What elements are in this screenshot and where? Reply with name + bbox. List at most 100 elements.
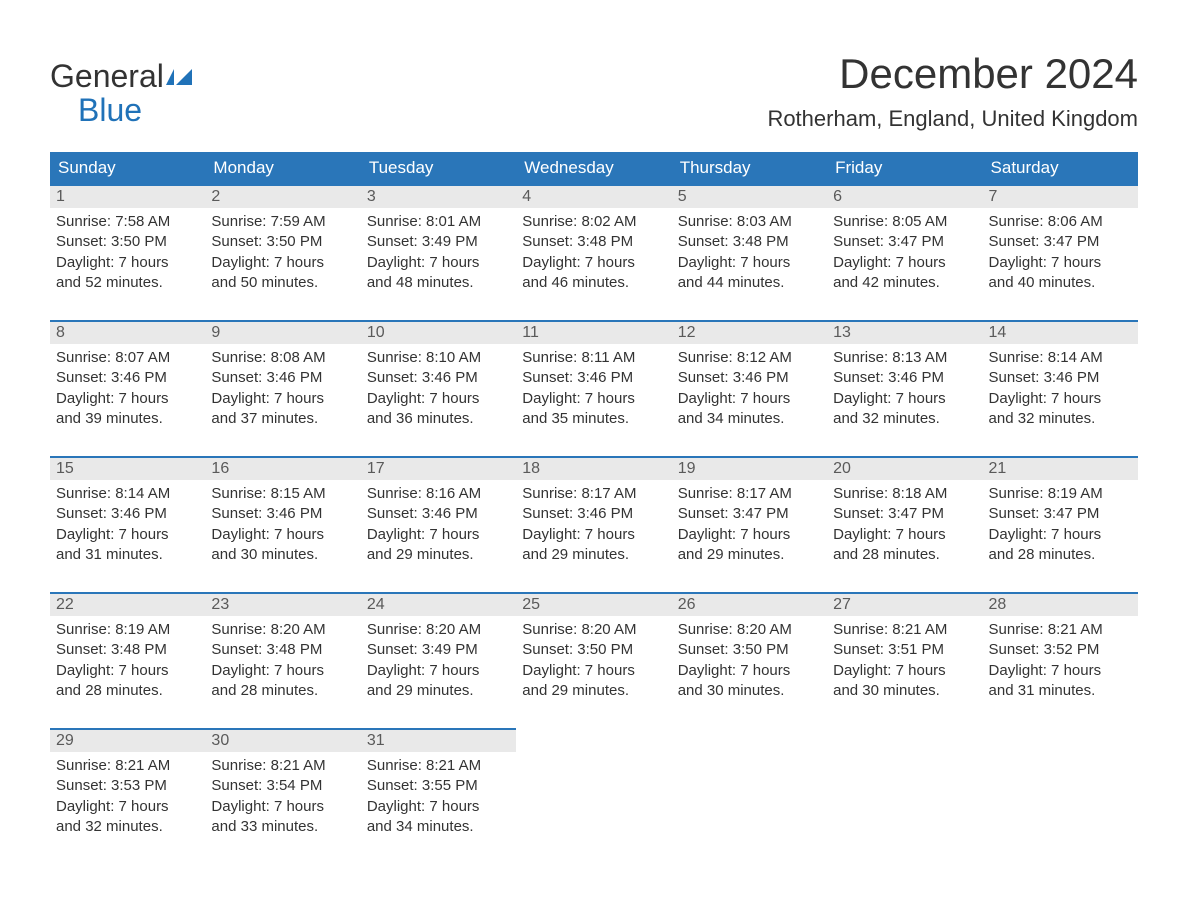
day-data-cell [983, 752, 1138, 843]
day-number-cell: 31 [361, 729, 516, 752]
day-number-cell: 14 [983, 321, 1138, 344]
day-number-row: 1234567 [50, 185, 1138, 208]
day-number-cell: 9 [205, 321, 360, 344]
day-number-cell: 20 [827, 457, 982, 480]
calendar-table: Sunday Monday Tuesday Wednesday Thursday… [50, 152, 1138, 843]
weekday-header: Saturday [983, 152, 1138, 185]
spacer-cell [50, 299, 1138, 321]
sunrise-text: Sunrise: 8:08 AM [211, 348, 354, 368]
sunset-text: Sunset: 3:47 PM [833, 504, 976, 524]
sunset-text: Sunset: 3:46 PM [56, 504, 199, 524]
day-data-cell: Sunrise: 8:03 AMSunset: 3:48 PMDaylight:… [672, 208, 827, 299]
day-number-cell: 24 [361, 593, 516, 616]
daylight-text-2: and 30 minutes. [678, 681, 821, 701]
sunset-text: Sunset: 3:55 PM [367, 776, 510, 796]
day-data-row: Sunrise: 8:14 AMSunset: 3:46 PMDaylight:… [50, 480, 1138, 571]
day-data-row: Sunrise: 8:07 AMSunset: 3:46 PMDaylight:… [50, 344, 1138, 435]
day-data-cell: Sunrise: 8:21 AMSunset: 3:52 PMDaylight:… [983, 616, 1138, 707]
sunset-text: Sunset: 3:46 PM [367, 504, 510, 524]
day-number-cell: 27 [827, 593, 982, 616]
sunset-text: Sunset: 3:47 PM [833, 232, 976, 252]
week-spacer [50, 707, 1138, 729]
day-number-cell: 26 [672, 593, 827, 616]
sunset-text: Sunset: 3:49 PM [367, 232, 510, 252]
daylight-text-2: and 48 minutes. [367, 273, 510, 293]
daylight-text-1: Daylight: 7 hours [989, 253, 1132, 273]
day-data-cell: Sunrise: 8:06 AMSunset: 3:47 PMDaylight:… [983, 208, 1138, 299]
daylight-text-1: Daylight: 7 hours [56, 525, 199, 545]
day-number-cell: 30 [205, 729, 360, 752]
sunrise-text: Sunrise: 8:20 AM [522, 620, 665, 640]
day-data-row: Sunrise: 7:58 AMSunset: 3:50 PMDaylight:… [50, 208, 1138, 299]
day-data-cell: Sunrise: 8:13 AMSunset: 3:46 PMDaylight:… [827, 344, 982, 435]
weekday-header: Sunday [50, 152, 205, 185]
day-number-cell: 5 [672, 185, 827, 208]
day-data-cell: Sunrise: 8:21 AMSunset: 3:55 PMDaylight:… [361, 752, 516, 843]
daylight-text-2: and 31 minutes. [989, 681, 1132, 701]
daylight-text-2: and 40 minutes. [989, 273, 1132, 293]
day-number-cell: 1 [50, 185, 205, 208]
sunrise-text: Sunrise: 8:16 AM [367, 484, 510, 504]
day-number-cell: 23 [205, 593, 360, 616]
day-data-cell: Sunrise: 8:07 AMSunset: 3:46 PMDaylight:… [50, 344, 205, 435]
sunset-text: Sunset: 3:50 PM [211, 232, 354, 252]
daylight-text-2: and 29 minutes. [367, 545, 510, 565]
day-number-cell [827, 729, 982, 752]
calendar-body: 1234567Sunrise: 7:58 AMSunset: 3:50 PMDa… [50, 185, 1138, 843]
sunrise-text: Sunrise: 8:18 AM [833, 484, 976, 504]
daylight-text-1: Daylight: 7 hours [833, 525, 976, 545]
daylight-text-1: Daylight: 7 hours [367, 797, 510, 817]
daylight-text-2: and 50 minutes. [211, 273, 354, 293]
daylight-text-2: and 42 minutes. [833, 273, 976, 293]
daylight-text-2: and 35 minutes. [522, 409, 665, 429]
day-number-row: 293031 [50, 729, 1138, 752]
title-block: December 2024 Rotherham, England, United… [767, 50, 1138, 132]
brand-logo: General Blue [50, 50, 194, 127]
day-number-cell: 21 [983, 457, 1138, 480]
daylight-text-2: and 28 minutes. [833, 545, 976, 565]
daylight-text-1: Daylight: 7 hours [522, 253, 665, 273]
sunrise-text: Sunrise: 8:19 AM [56, 620, 199, 640]
day-data-cell: Sunrise: 7:58 AMSunset: 3:50 PMDaylight:… [50, 208, 205, 299]
day-number-cell: 28 [983, 593, 1138, 616]
location-text: Rotherham, England, United Kingdom [767, 106, 1138, 132]
daylight-text-1: Daylight: 7 hours [367, 525, 510, 545]
sunset-text: Sunset: 3:48 PM [211, 640, 354, 660]
daylight-text-1: Daylight: 7 hours [211, 389, 354, 409]
day-number-cell: 16 [205, 457, 360, 480]
daylight-text-2: and 28 minutes. [56, 681, 199, 701]
day-number-cell [516, 729, 671, 752]
daylight-text-2: and 29 minutes. [367, 681, 510, 701]
day-number-cell: 10 [361, 321, 516, 344]
sunrise-text: Sunrise: 8:20 AM [367, 620, 510, 640]
day-number-cell: 13 [827, 321, 982, 344]
sunset-text: Sunset: 3:52 PM [989, 640, 1132, 660]
sunrise-text: Sunrise: 8:20 AM [211, 620, 354, 640]
day-data-cell: Sunrise: 8:05 AMSunset: 3:47 PMDaylight:… [827, 208, 982, 299]
sunrise-text: Sunrise: 8:14 AM [56, 484, 199, 504]
daylight-text-2: and 31 minutes. [56, 545, 199, 565]
day-data-cell: Sunrise: 8:20 AMSunset: 3:48 PMDaylight:… [205, 616, 360, 707]
day-data-cell: Sunrise: 7:59 AMSunset: 3:50 PMDaylight:… [205, 208, 360, 299]
day-data-cell: Sunrise: 8:21 AMSunset: 3:53 PMDaylight:… [50, 752, 205, 843]
sunrise-text: Sunrise: 8:02 AM [522, 212, 665, 232]
daylight-text-1: Daylight: 7 hours [989, 389, 1132, 409]
daylight-text-1: Daylight: 7 hours [522, 525, 665, 545]
day-data-cell: Sunrise: 8:15 AMSunset: 3:46 PMDaylight:… [205, 480, 360, 571]
day-number-cell [983, 729, 1138, 752]
daylight-text-1: Daylight: 7 hours [211, 661, 354, 681]
day-data-cell: Sunrise: 8:10 AMSunset: 3:46 PMDaylight:… [361, 344, 516, 435]
daylight-text-2: and 33 minutes. [211, 817, 354, 837]
day-number-cell: 6 [827, 185, 982, 208]
page-header: General Blue December 2024 Rotherham, En… [50, 50, 1138, 132]
sunrise-text: Sunrise: 8:14 AM [989, 348, 1132, 368]
sunrise-text: Sunrise: 8:05 AM [833, 212, 976, 232]
day-data-cell: Sunrise: 8:16 AMSunset: 3:46 PMDaylight:… [361, 480, 516, 571]
daylight-text-2: and 39 minutes. [56, 409, 199, 429]
daylight-text-2: and 37 minutes. [211, 409, 354, 429]
sunset-text: Sunset: 3:49 PM [367, 640, 510, 660]
sunset-text: Sunset: 3:48 PM [678, 232, 821, 252]
sunset-text: Sunset: 3:46 PM [367, 368, 510, 388]
day-number-cell: 11 [516, 321, 671, 344]
sunrise-text: Sunrise: 8:15 AM [211, 484, 354, 504]
